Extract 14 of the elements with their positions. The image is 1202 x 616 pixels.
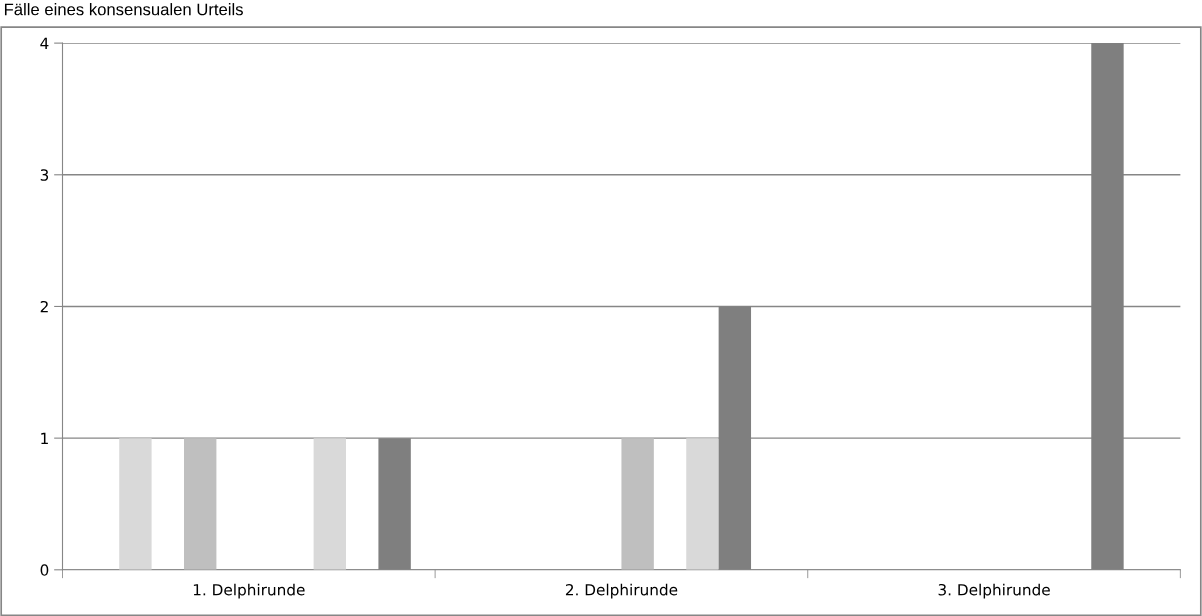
bar [184, 438, 217, 570]
y-tick-label: 2 [40, 300, 48, 313]
x-tick-label: 2. Delphirunde [565, 583, 678, 599]
bar [313, 438, 347, 570]
bar [119, 438, 152, 570]
x-tick-label: 1. Delphirunde [193, 583, 305, 599]
y-tick-label: 4 [40, 37, 49, 49]
x-tick-label: 3. Delphirunde [938, 583, 1050, 599]
y-tick-label: 0 [40, 564, 49, 576]
bar [686, 438, 719, 570]
chart-title: Fälle eines konsensualen Urteils [4, 3, 243, 16]
y-tick-label: 3 [40, 169, 49, 181]
y-tick-label: 1 [41, 432, 48, 444]
bar [621, 438, 654, 570]
